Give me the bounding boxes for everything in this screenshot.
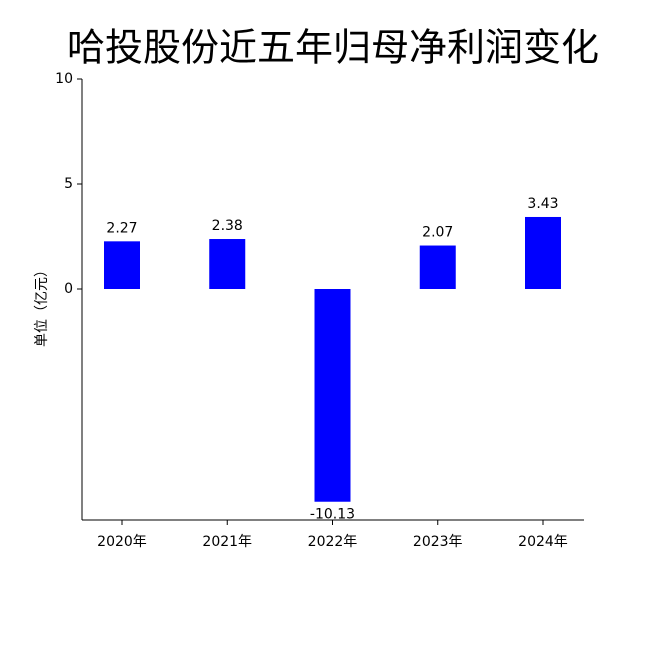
value-label: 2.07 [422,225,453,241]
value-label: 2.38 [212,218,243,234]
x-tick-label: 2024年 [518,534,568,550]
value-label: 3.43 [527,196,558,212]
bar [104,241,140,289]
x-tick-label: 2022年 [308,534,358,550]
value-label: 2.27 [106,220,137,236]
y-axis-label: 单位（亿元） [34,263,50,347]
value-label: -10.13 [310,507,355,523]
chart-title: 哈投股份近五年归母净利润变化 [67,26,599,70]
bar [525,216,561,289]
bar [209,239,246,289]
x-tick-label: 2023年 [413,534,463,550]
y-tick-label: 5 [64,176,73,192]
bar [314,289,351,502]
x-tick-label: 2021年 [202,534,252,550]
y-tick-label: 10 [55,71,73,87]
x-tick-label: 2020年 [97,534,147,550]
bar [419,245,456,289]
y-tick-label: 0 [64,281,73,297]
